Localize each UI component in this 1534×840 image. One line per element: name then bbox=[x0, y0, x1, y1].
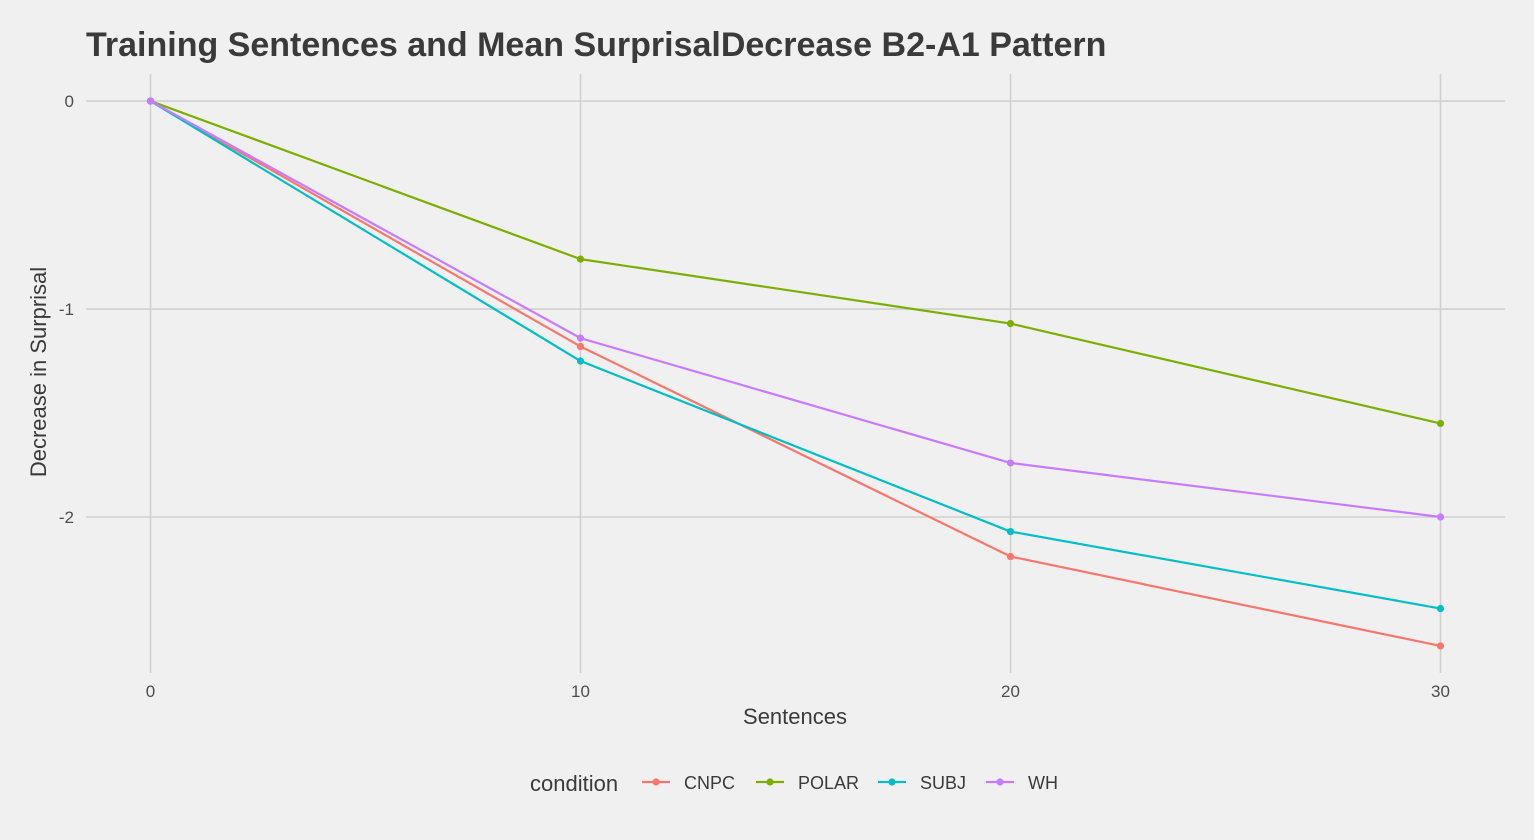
legend: condition CNPC POLAR SUBJ WH bbox=[530, 771, 1058, 796]
series-subj bbox=[146, 97, 1445, 613]
data-point-cnpc bbox=[1436, 642, 1445, 650]
x-tick-label: 10 bbox=[571, 682, 590, 701]
legend-key-point bbox=[996, 778, 1004, 786]
legend-label: SUBJ bbox=[920, 773, 966, 793]
data-point-subj bbox=[1436, 604, 1445, 613]
y-axis-title: Decrease in Surprisal bbox=[26, 267, 51, 477]
series-layer bbox=[146, 97, 1445, 650]
legend-title: condition bbox=[530, 771, 618, 796]
y-tick-label: -2 bbox=[59, 508, 74, 527]
series-polar bbox=[146, 97, 1445, 428]
legend-label: WH bbox=[1028, 773, 1058, 793]
legend-item-polar: POLAR bbox=[756, 773, 859, 793]
series-line-polar bbox=[150, 100, 1441, 425]
grid-layer bbox=[86, 74, 1505, 673]
data-point-polar bbox=[1436, 419, 1445, 428]
tick-layer: 0 10 20 30 0 -1 -2 bbox=[59, 92, 1450, 701]
x-tick-label: 20 bbox=[1001, 682, 1020, 701]
series-wh bbox=[146, 97, 1445, 521]
series-line-wh bbox=[149, 100, 1441, 519]
data-point-cnpc bbox=[1006, 552, 1015, 561]
legend-key-point bbox=[888, 778, 896, 786]
data-point-wh bbox=[1436, 513, 1445, 521]
x-tick-label: 0 bbox=[146, 682, 155, 701]
chart-title: Training Sentences and Mean SurprisalDec… bbox=[86, 26, 1106, 64]
data-point-subj bbox=[576, 357, 585, 365]
legend-item-subj: SUBJ bbox=[878, 773, 966, 793]
legend-key-point bbox=[766, 778, 774, 786]
x-axis-title: Sentences bbox=[743, 704, 847, 729]
series-line-subj bbox=[149, 100, 1441, 610]
data-point-subj bbox=[1006, 527, 1015, 536]
legend-item-cnpc: CNPC bbox=[642, 773, 735, 793]
data-point-polar bbox=[1006, 319, 1015, 328]
data-point-wh bbox=[146, 97, 155, 105]
data-point-wh bbox=[576, 334, 585, 342]
x-tick-label: 30 bbox=[1431, 682, 1450, 701]
legend-item-wh: WH bbox=[986, 773, 1058, 793]
series-cnpc bbox=[146, 97, 1445, 650]
series-line-cnpc bbox=[149, 100, 1441, 648]
data-point-wh bbox=[1006, 459, 1015, 467]
legend-key-point bbox=[652, 778, 660, 786]
legend-label: POLAR bbox=[798, 773, 859, 793]
legend-label: CNPC bbox=[684, 773, 735, 793]
y-tick-label: 0 bbox=[65, 92, 74, 111]
data-point-polar bbox=[576, 255, 585, 263]
y-tick-label: -1 bbox=[59, 300, 74, 319]
data-point-cnpc bbox=[576, 342, 585, 351]
